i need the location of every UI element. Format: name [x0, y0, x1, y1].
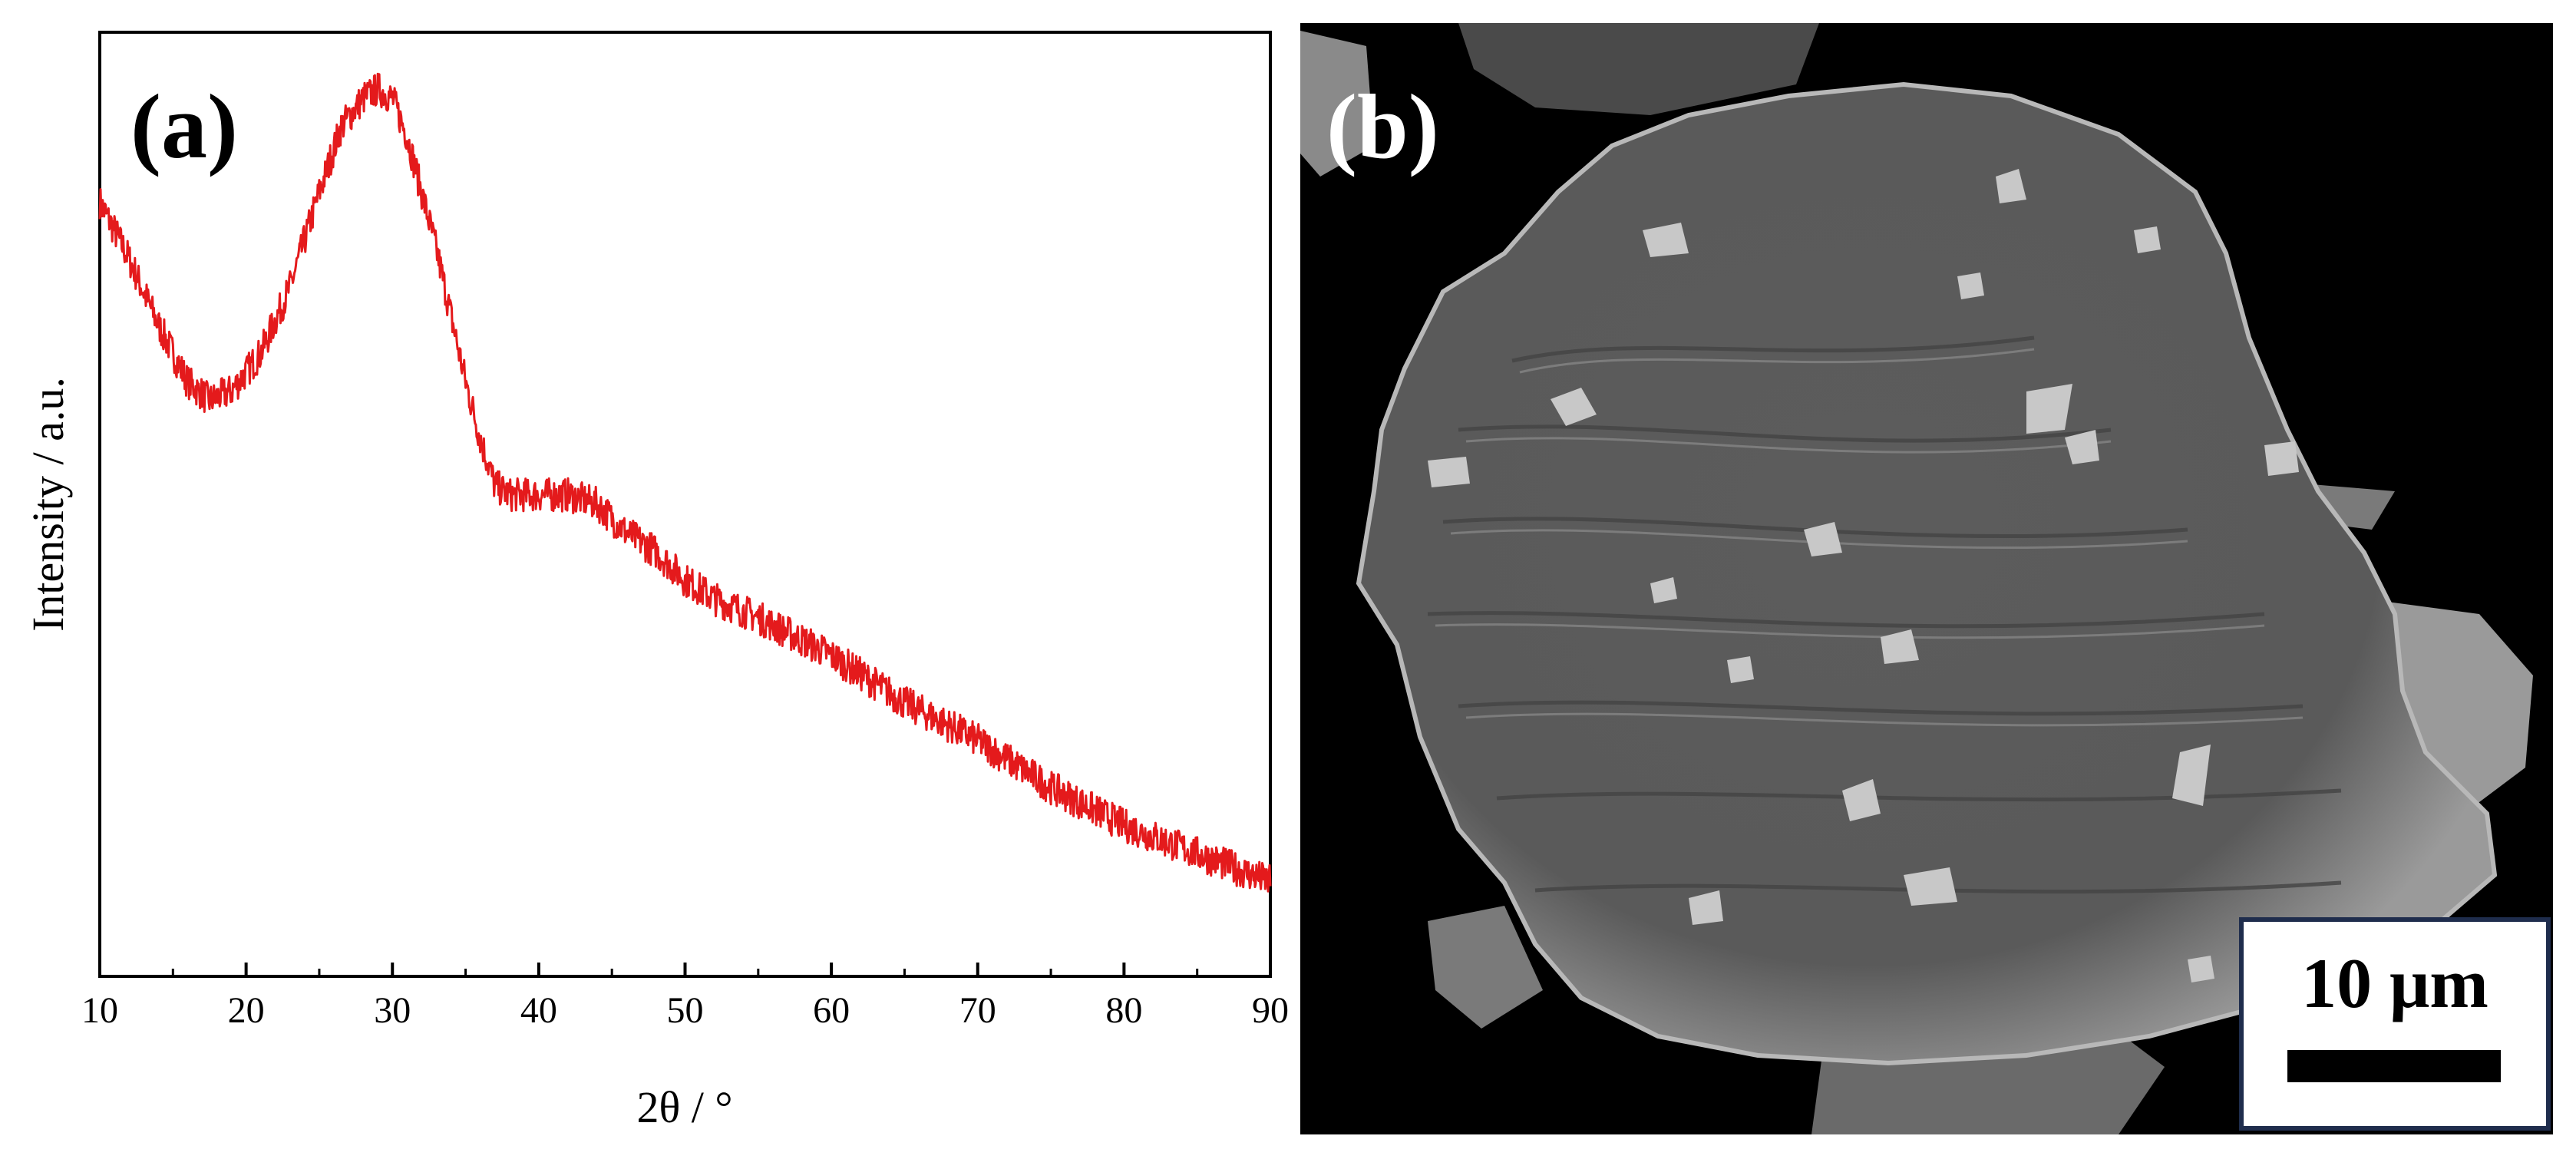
- x-tick-label: 70: [959, 990, 996, 1031]
- surface-ridges-highlight: [1435, 348, 2304, 727]
- panel-a-label: (a): [130, 75, 238, 177]
- x-tick-label: 60: [813, 990, 850, 1031]
- scale-bar-box: [2239, 917, 2551, 1131]
- x-tick-label: 50: [667, 990, 704, 1031]
- x-tick-label: 10: [81, 990, 118, 1031]
- x-axis: 10 20 30 40 50 60 70 80 90: [81, 963, 1289, 1031]
- debris-fragment: [1428, 906, 1543, 1029]
- sem-particle: [1356, 81, 2498, 1066]
- series-line: [98, 72, 1272, 893]
- x-tick-label: 30: [374, 990, 411, 1031]
- plot-frame: [98, 31, 1272, 978]
- x-tick-label: 80: [1105, 990, 1142, 1031]
- surface-flakes: [1428, 169, 2299, 982]
- x-axis-label: 2θ / °: [636, 1082, 732, 1132]
- debris-fragment: [1300, 31, 1374, 177]
- panel-b-sem-image: 10 μm (b): [1300, 23, 2553, 1134]
- surface-ridges: [1427, 335, 2342, 894]
- panel-b-label: (b): [1326, 75, 1439, 177]
- x-tick-label: 40: [520, 990, 557, 1031]
- scale-bar: [2287, 1050, 2501, 1082]
- x-tick-label: 90: [1252, 990, 1289, 1031]
- scale-bar-label: 10 μm: [2301, 944, 2488, 1022]
- debris-fragment: [1458, 23, 1819, 115]
- panel-a-chart: 10 20 30 40 50 60 70 80 90 (a) 2θ / ° Intensity …: [23, 31, 1289, 1132]
- y-axis-label: Intensity / a.u.: [23, 377, 73, 632]
- x-tick-label: 20: [228, 990, 265, 1031]
